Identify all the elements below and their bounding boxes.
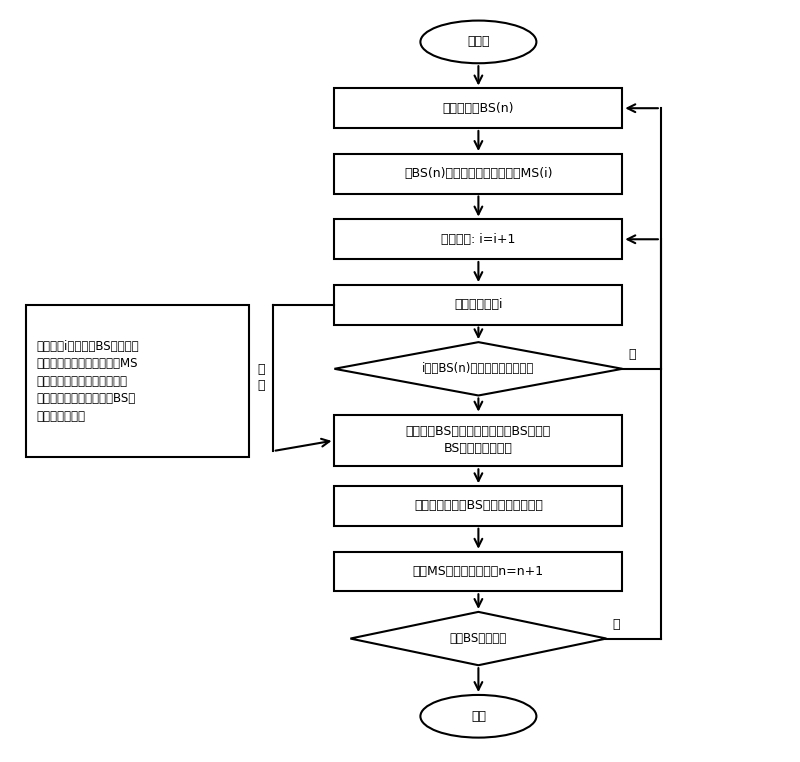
Text: 用户计数: i=i+1: 用户计数: i=i+1	[442, 232, 515, 246]
Polygon shape	[350, 612, 606, 665]
Text: i大于BS(n)所属小区内的用户数: i大于BS(n)所属小区内的用户数	[422, 362, 534, 376]
Polygon shape	[334, 342, 622, 395]
Text: 调
用: 调 用	[257, 363, 265, 392]
FancyBboxPatch shape	[26, 305, 249, 457]
Text: 对协作簇内其他BS分别选出协作用户: 对协作簇内其他BS分别选出协作用户	[414, 499, 543, 513]
Text: 否: 否	[613, 618, 620, 631]
Text: 选择协作用户i: 选择协作用户i	[454, 298, 502, 312]
FancyBboxPatch shape	[334, 154, 622, 194]
FancyBboxPatch shape	[334, 219, 622, 259]
Text: 否: 否	[629, 348, 636, 361]
Text: 初始化: 初始化	[467, 35, 490, 49]
FancyBboxPatch shape	[334, 552, 622, 591]
Text: 根据协作BS集选定协作通信的BS簇，且
BS簇满足规定大小: 根据协作BS集选定协作通信的BS簇，且 BS簇满足规定大小	[406, 425, 551, 456]
Text: 更新MS集合和基站计数n=n+1: 更新MS集合和基站计数n=n+1	[413, 565, 544, 578]
Text: 结束: 结束	[471, 709, 486, 723]
Text: 小区用户i搜索其他BS端发送的
导频信号并测量其强度，当MS
检测到该导频信号强度超过一
定门限时，则分别把这些BS加
入到协作基站集: 小区用户i搜索其他BS端发送的 导频信号并测量其强度，当MS 检测到该导频信号强…	[36, 340, 138, 422]
FancyBboxPatch shape	[334, 285, 622, 325]
Ellipse shape	[421, 21, 536, 63]
FancyBboxPatch shape	[334, 486, 622, 526]
Text: 所有BS均成簇？: 所有BS均成簇？	[450, 632, 507, 645]
FancyBboxPatch shape	[334, 88, 622, 128]
Ellipse shape	[421, 695, 536, 738]
FancyBboxPatch shape	[334, 415, 622, 466]
Text: 任选一基站BS(n): 任选一基站BS(n)	[442, 101, 514, 115]
Text: 从BS(n)所属小区选择任一用户MS(i): 从BS(n)所属小区选择任一用户MS(i)	[404, 167, 553, 181]
